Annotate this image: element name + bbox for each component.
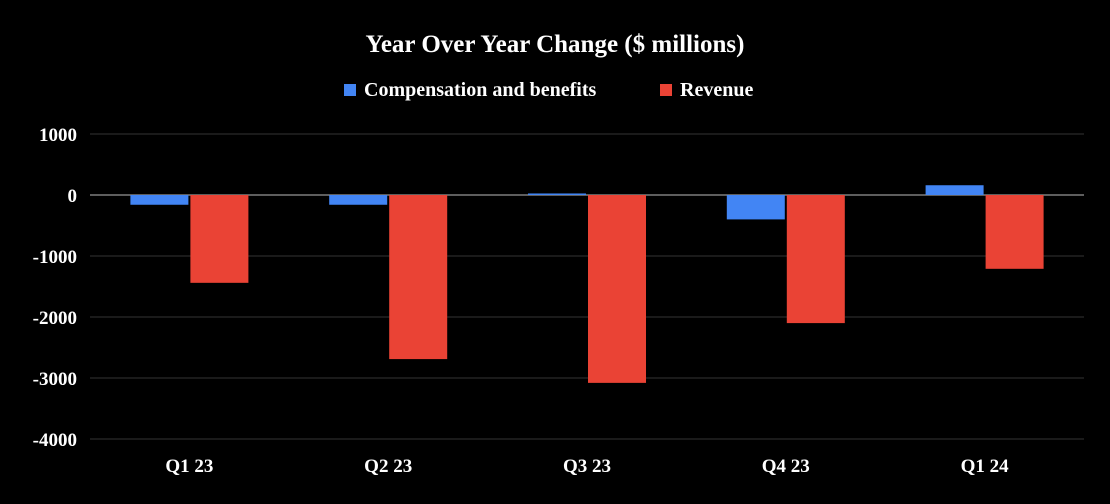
bar-compensation-q2-23 <box>329 195 388 205</box>
y-tick-label: 1000 <box>39 125 77 146</box>
legend: Compensation and benefits Revenue <box>344 79 753 101</box>
legend-label-revenue: Revenue <box>680 79 753 101</box>
bar-revenue-q1-24 <box>985 195 1044 269</box>
y-tick-label: -4000 <box>33 430 77 451</box>
legend-swatch-compensation <box>344 84 356 96</box>
x-tick-label: Q4 23 <box>762 456 810 477</box>
bar-compensation-q3-23 <box>528 193 586 195</box>
y-tick-label: 0 <box>68 186 78 207</box>
legend-swatch-revenue <box>660 84 672 96</box>
x-tick-label: Q1 23 <box>165 456 213 477</box>
x-tick-label: Q2 23 <box>364 456 412 477</box>
bar-compensation-q1-23 <box>130 195 189 205</box>
bar-revenue-q2-23 <box>389 195 448 360</box>
bar-revenue-q1-23 <box>190 195 249 283</box>
chart-title: Year Over Year Change ($ millions) <box>366 31 745 58</box>
bar-revenue-q3-23 <box>588 195 646 383</box>
x-tick-label: Q3 23 <box>563 456 611 477</box>
y-tick-label: -2000 <box>33 308 77 329</box>
bar-compensation-q1-24 <box>925 185 984 195</box>
y-tick-label: -1000 <box>33 247 77 268</box>
bar-compensation-q4-23 <box>726 195 785 220</box>
bar-revenue-q4-23 <box>786 195 845 324</box>
x-tick-label: Q1 24 <box>961 456 1010 477</box>
legend-label-compensation: Compensation and benefits <box>364 79 596 101</box>
y-tick-label: -3000 <box>33 369 77 390</box>
